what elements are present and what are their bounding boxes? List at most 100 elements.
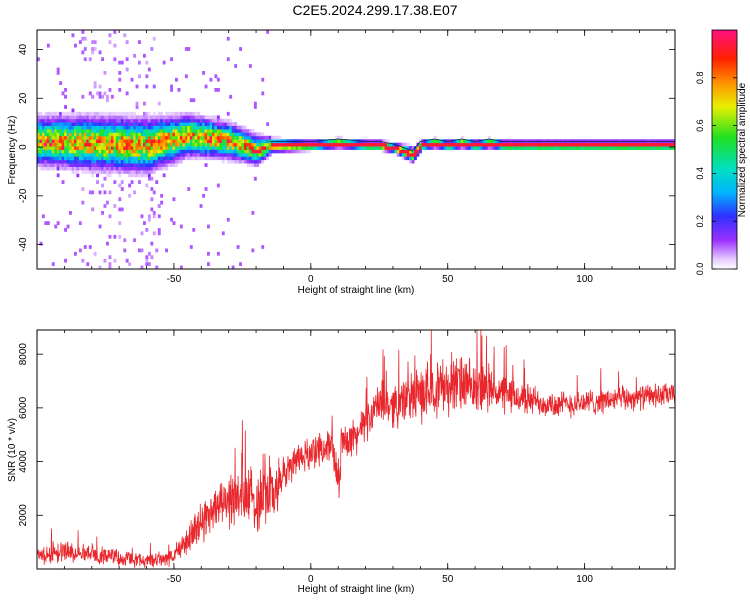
heatmap-cell bbox=[83, 149, 87, 154]
heatmap-cell bbox=[179, 224, 183, 229]
heatmap-cell bbox=[175, 139, 178, 144]
heatmap-cell bbox=[59, 135, 63, 140]
heatmap-cell bbox=[76, 170, 80, 174]
heatmap-cell bbox=[212, 129, 215, 133]
heatmap-cell bbox=[155, 132, 159, 137]
heatmap-cell bbox=[147, 118, 151, 123]
heatmap-cell bbox=[150, 207, 154, 212]
heatmap-cell bbox=[414, 146, 417, 150]
heatmap-cell bbox=[78, 248, 82, 253]
heatmap-cell bbox=[414, 149, 417, 154]
heatmap-cell bbox=[335, 142, 339, 147]
heatmap-cell bbox=[152, 118, 156, 123]
heatmap-cell bbox=[253, 159, 257, 164]
heatmap-cell bbox=[172, 156, 176, 161]
snr-ytick-label: 4000 bbox=[18, 450, 29, 473]
heatmap-cell bbox=[135, 105, 139, 109]
heatmap-cell bbox=[145, 111, 149, 116]
heatmap-cell bbox=[488, 139, 491, 144]
heatmap-cell bbox=[209, 115, 213, 120]
heatmap-cell bbox=[162, 173, 166, 178]
heatmap-cell bbox=[451, 142, 454, 147]
heatmap-cell bbox=[204, 125, 208, 130]
heatmap-cell bbox=[83, 115, 87, 120]
heatmap-cell bbox=[51, 132, 55, 137]
heatmap-cell bbox=[187, 118, 191, 123]
heatmap-cell bbox=[155, 142, 159, 147]
heatmap-cell bbox=[579, 146, 583, 150]
heatmap-cell bbox=[145, 159, 149, 164]
heatmap-cell bbox=[64, 125, 67, 130]
heatmap-cell bbox=[165, 111, 168, 116]
heatmap-cell bbox=[152, 84, 156, 89]
heatmap-cell bbox=[150, 170, 154, 174]
heatmap-cell bbox=[140, 214, 144, 219]
heatmap-cell bbox=[118, 132, 122, 137]
heatmap-cell bbox=[93, 166, 97, 171]
heatmap-cell bbox=[155, 118, 159, 123]
heatmap-cell bbox=[74, 118, 77, 123]
heatmap-cell bbox=[184, 122, 188, 126]
heatmap-cell bbox=[527, 146, 531, 150]
heatmap-cell bbox=[130, 129, 134, 133]
heatmap-cell bbox=[64, 132, 67, 137]
heatmap-cell bbox=[433, 139, 437, 144]
heatmap-cell bbox=[49, 139, 53, 144]
heatmap-cell bbox=[41, 159, 45, 164]
heatmap-cell bbox=[197, 152, 201, 157]
heatmap-cell bbox=[37, 149, 40, 154]
heatmap-xtick-label: -50 bbox=[167, 274, 182, 285]
heatmap-cell bbox=[367, 142, 371, 147]
heatmap-cell bbox=[130, 180, 134, 184]
heatmap-cell bbox=[155, 159, 159, 164]
heatmap-cell bbox=[352, 146, 356, 150]
heatmap-cell bbox=[199, 139, 203, 144]
heatmap-cell bbox=[165, 129, 168, 133]
heatmap-cell bbox=[226, 159, 230, 164]
heatmap-cell bbox=[236, 149, 240, 154]
heatmap-cell bbox=[202, 142, 205, 147]
heatmap-cell bbox=[554, 142, 558, 147]
heatmap-cell bbox=[229, 135, 233, 140]
heatmap-cell bbox=[66, 152, 70, 157]
heatmap-cell bbox=[64, 122, 67, 126]
heatmap-cell bbox=[332, 139, 336, 144]
heatmap-cell bbox=[123, 118, 127, 123]
heatmap-cell bbox=[123, 248, 127, 253]
colorbar-tick-label: 0.0 bbox=[695, 263, 705, 276]
heatmap-cell bbox=[177, 135, 181, 140]
heatmap-cell bbox=[133, 238, 136, 243]
heatmap-cell bbox=[244, 139, 247, 144]
heatmap-cell bbox=[224, 156, 228, 161]
heatmap-cell bbox=[239, 129, 242, 133]
heatmap-cell bbox=[199, 204, 203, 208]
heatmap-cell bbox=[157, 125, 161, 130]
heatmap-cell bbox=[212, 142, 215, 147]
heatmap-cell bbox=[216, 122, 220, 126]
heatmap-cell bbox=[170, 132, 173, 137]
heatmap-cell bbox=[325, 146, 329, 150]
heatmap-cell bbox=[655, 146, 659, 150]
heatmap-cell bbox=[194, 132, 198, 137]
heatmap-cell bbox=[118, 125, 122, 130]
heatmap-cell bbox=[382, 146, 385, 150]
heatmap-cell bbox=[167, 125, 171, 130]
heatmap-cell bbox=[229, 129, 233, 133]
heatmap-cell bbox=[576, 146, 580, 150]
heatmap-cell bbox=[640, 142, 644, 147]
heatmap-cell bbox=[71, 115, 75, 120]
heatmap-cell bbox=[162, 146, 166, 150]
heatmap-cell bbox=[108, 173, 112, 178]
heatmap-cell bbox=[83, 47, 87, 51]
heatmap-cell bbox=[123, 115, 127, 120]
heatmap-cell bbox=[184, 149, 188, 154]
heatmap-cell bbox=[216, 132, 220, 137]
heatmap-cell bbox=[78, 159, 82, 164]
heatmap-cell bbox=[51, 262, 55, 266]
heatmap-cell bbox=[409, 159, 412, 164]
heatmap-cell bbox=[108, 122, 112, 126]
heatmap-cell bbox=[441, 146, 445, 150]
heatmap-cell bbox=[234, 64, 238, 68]
heatmap-cell bbox=[150, 115, 154, 120]
heatmap-cell bbox=[207, 251, 210, 256]
